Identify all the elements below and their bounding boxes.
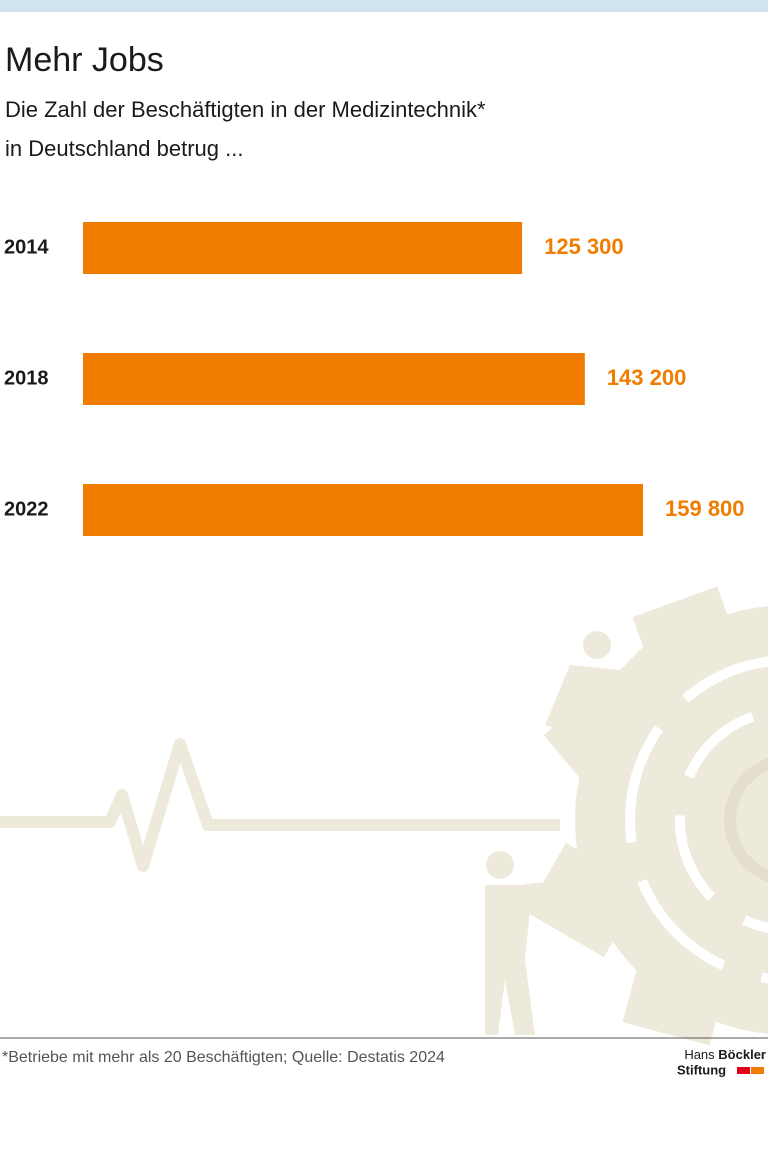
logo-word: Hans — [684, 1047, 715, 1062]
logo-mark — [737, 1067, 750, 1074]
bar — [83, 222, 523, 274]
top-band — [0, 0, 768, 12]
y-tick-label: 2022 — [4, 498, 49, 520]
chart-title: Mehr Jobs — [5, 41, 164, 79]
data-label: 143 200 — [607, 365, 687, 390]
footnote: *Betriebe mit mehr als 20 Beschäftigten;… — [2, 1049, 445, 1066]
logo-text: Hans Böckler — [684, 1047, 766, 1062]
subtitle: Die Zahl der Beschäftigten in der Medizi… — [5, 97, 486, 122]
y-tick-label: 2014 — [4, 236, 49, 258]
bar — [83, 353, 585, 405]
logo-word: Böckler — [718, 1047, 766, 1062]
illustration — [0, 586, 768, 1046]
bar — [83, 484, 643, 536]
logo-word: Stiftung — [677, 1062, 726, 1077]
y-tick-label: 2018 — [4, 367, 49, 389]
data-label: 125 300 — [544, 234, 624, 259]
logo-mark — [751, 1067, 764, 1074]
data-label: 159 800 — [665, 496, 745, 521]
subtitle: in Deutschland betrug ... — [5, 136, 243, 161]
